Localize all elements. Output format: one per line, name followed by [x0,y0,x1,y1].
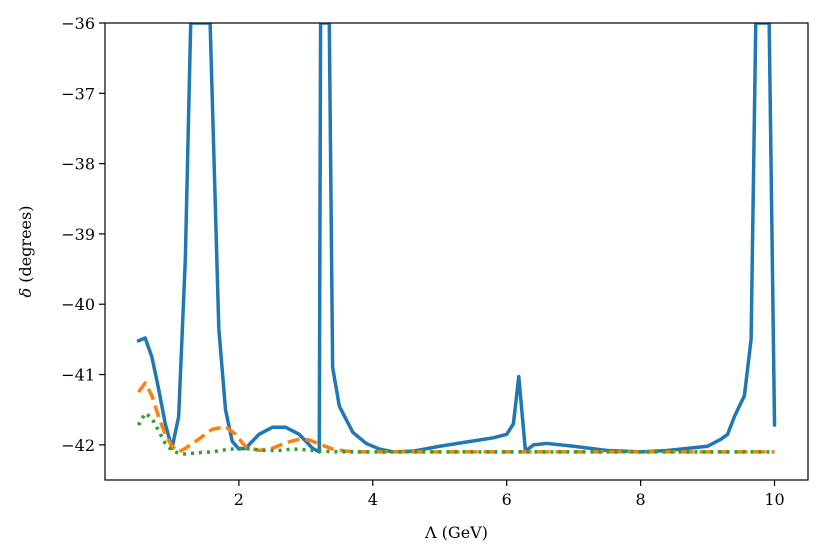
series-line-2 [137,381,775,454]
x-axis: 2 4 6 8 10 [234,480,785,509]
x-axis-label: Λ (GeV) [424,523,488,542]
y-tick-label: −40 [61,295,95,314]
y-tick-label: −37 [61,84,95,103]
y-tick-label: −38 [61,155,95,174]
series-line-1 [136,23,777,454]
x-tick-label: 6 [502,490,512,509]
y-axis-label-text: (degrees) [16,206,35,288]
plot-frame [104,22,809,481]
y-tick-label: −42 [61,436,95,455]
y-tick-label: −36 [61,14,95,33]
y-axis-label: δ (degrees) [16,206,35,298]
x-tick-label: 8 [636,490,646,509]
x-tick-label: 10 [764,490,784,509]
y-tick-label: −39 [61,225,95,244]
y-axis: −42 −41 −40 −39 −38 −37 −36 [61,14,105,455]
plot-background [105,23,808,480]
y-axis-label-symbol: δ [16,288,35,298]
x-tick-label: 2 [234,490,244,509]
y-tick-label: −41 [61,366,95,385]
series-line-3 [136,411,775,456]
x-tick-label: 4 [368,490,378,509]
series-layer [136,23,777,456]
